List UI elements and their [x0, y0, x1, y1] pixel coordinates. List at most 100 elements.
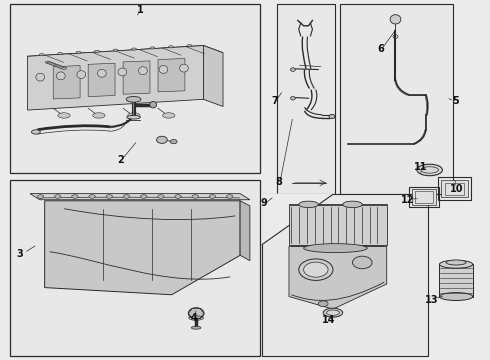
Ellipse shape	[329, 114, 335, 119]
Bar	[445, 183, 465, 195]
Ellipse shape	[139, 67, 147, 75]
Ellipse shape	[209, 195, 216, 198]
Ellipse shape	[175, 195, 181, 198]
Ellipse shape	[36, 73, 45, 81]
Ellipse shape	[150, 102, 157, 108]
Ellipse shape	[150, 47, 155, 49]
Ellipse shape	[446, 260, 466, 265]
Ellipse shape	[98, 69, 106, 77]
Polygon shape	[158, 59, 185, 92]
Ellipse shape	[118, 68, 127, 76]
Polygon shape	[30, 194, 250, 200]
Bar	[412, 189, 436, 205]
Polygon shape	[53, 66, 80, 99]
Ellipse shape	[390, 15, 401, 24]
Text: 6: 6	[377, 44, 384, 54]
Ellipse shape	[226, 195, 233, 198]
Ellipse shape	[141, 195, 147, 198]
Ellipse shape	[54, 195, 61, 198]
Text: 11: 11	[414, 162, 428, 172]
Ellipse shape	[45, 61, 50, 63]
Ellipse shape	[127, 116, 141, 119]
Polygon shape	[27, 45, 223, 63]
Ellipse shape	[62, 67, 67, 69]
Bar	[415, 192, 433, 203]
Ellipse shape	[163, 113, 175, 118]
Ellipse shape	[291, 96, 295, 100]
Ellipse shape	[123, 195, 130, 198]
Bar	[440, 264, 473, 297]
Ellipse shape	[37, 195, 44, 198]
Ellipse shape	[327, 310, 339, 315]
Ellipse shape	[191, 326, 201, 329]
Text: 2: 2	[117, 155, 124, 165]
Polygon shape	[240, 201, 250, 261]
Text: 7: 7	[271, 96, 278, 106]
Bar	[438, 177, 471, 200]
Polygon shape	[45, 201, 240, 295]
Ellipse shape	[440, 293, 473, 301]
Text: 1: 1	[137, 5, 143, 15]
Ellipse shape	[76, 51, 81, 54]
Ellipse shape	[53, 64, 58, 66]
Ellipse shape	[188, 308, 204, 319]
Polygon shape	[203, 45, 223, 107]
Ellipse shape	[417, 164, 442, 176]
Text: 3: 3	[16, 248, 23, 258]
Polygon shape	[289, 246, 387, 309]
Ellipse shape	[159, 66, 168, 73]
Ellipse shape	[48, 62, 52, 64]
Ellipse shape	[343, 201, 362, 208]
Bar	[262, 194, 428, 356]
Ellipse shape	[58, 113, 70, 118]
Ellipse shape	[31, 130, 40, 134]
Ellipse shape	[170, 139, 177, 144]
Ellipse shape	[93, 113, 105, 118]
Ellipse shape	[304, 244, 367, 253]
Ellipse shape	[304, 262, 328, 277]
Ellipse shape	[323, 308, 343, 317]
Bar	[10, 180, 260, 356]
Ellipse shape	[440, 260, 473, 268]
Bar	[10, 4, 260, 173]
Bar	[289, 205, 387, 244]
Bar	[409, 187, 439, 207]
Ellipse shape	[158, 195, 164, 198]
Ellipse shape	[179, 64, 188, 72]
Ellipse shape	[51, 63, 56, 66]
Bar	[340, 4, 453, 194]
Bar	[277, 4, 335, 194]
Text: 14: 14	[322, 315, 336, 325]
Ellipse shape	[126, 96, 141, 102]
Ellipse shape	[55, 65, 60, 67]
Text: 4: 4	[190, 313, 197, 323]
Ellipse shape	[352, 256, 372, 269]
Ellipse shape	[57, 66, 62, 68]
Ellipse shape	[49, 63, 54, 65]
Ellipse shape	[58, 53, 63, 55]
Ellipse shape	[113, 49, 118, 51]
Ellipse shape	[157, 136, 167, 143]
Text: 12: 12	[400, 195, 414, 205]
Ellipse shape	[39, 54, 44, 56]
Ellipse shape	[299, 201, 318, 208]
Ellipse shape	[192, 195, 198, 198]
Ellipse shape	[106, 195, 112, 198]
Ellipse shape	[318, 301, 328, 307]
Text: 9: 9	[260, 198, 267, 208]
Ellipse shape	[291, 68, 295, 71]
Polygon shape	[27, 45, 203, 110]
Text: 5: 5	[453, 96, 460, 106]
Ellipse shape	[89, 195, 95, 198]
Text: 8: 8	[275, 177, 282, 187]
Polygon shape	[88, 63, 115, 96]
Ellipse shape	[72, 195, 78, 198]
Polygon shape	[262, 194, 333, 244]
Text: 13: 13	[425, 295, 439, 305]
Ellipse shape	[60, 67, 65, 68]
Ellipse shape	[56, 72, 65, 80]
Ellipse shape	[299, 259, 333, 280]
Polygon shape	[123, 61, 150, 94]
Ellipse shape	[169, 46, 173, 48]
Ellipse shape	[131, 48, 136, 50]
